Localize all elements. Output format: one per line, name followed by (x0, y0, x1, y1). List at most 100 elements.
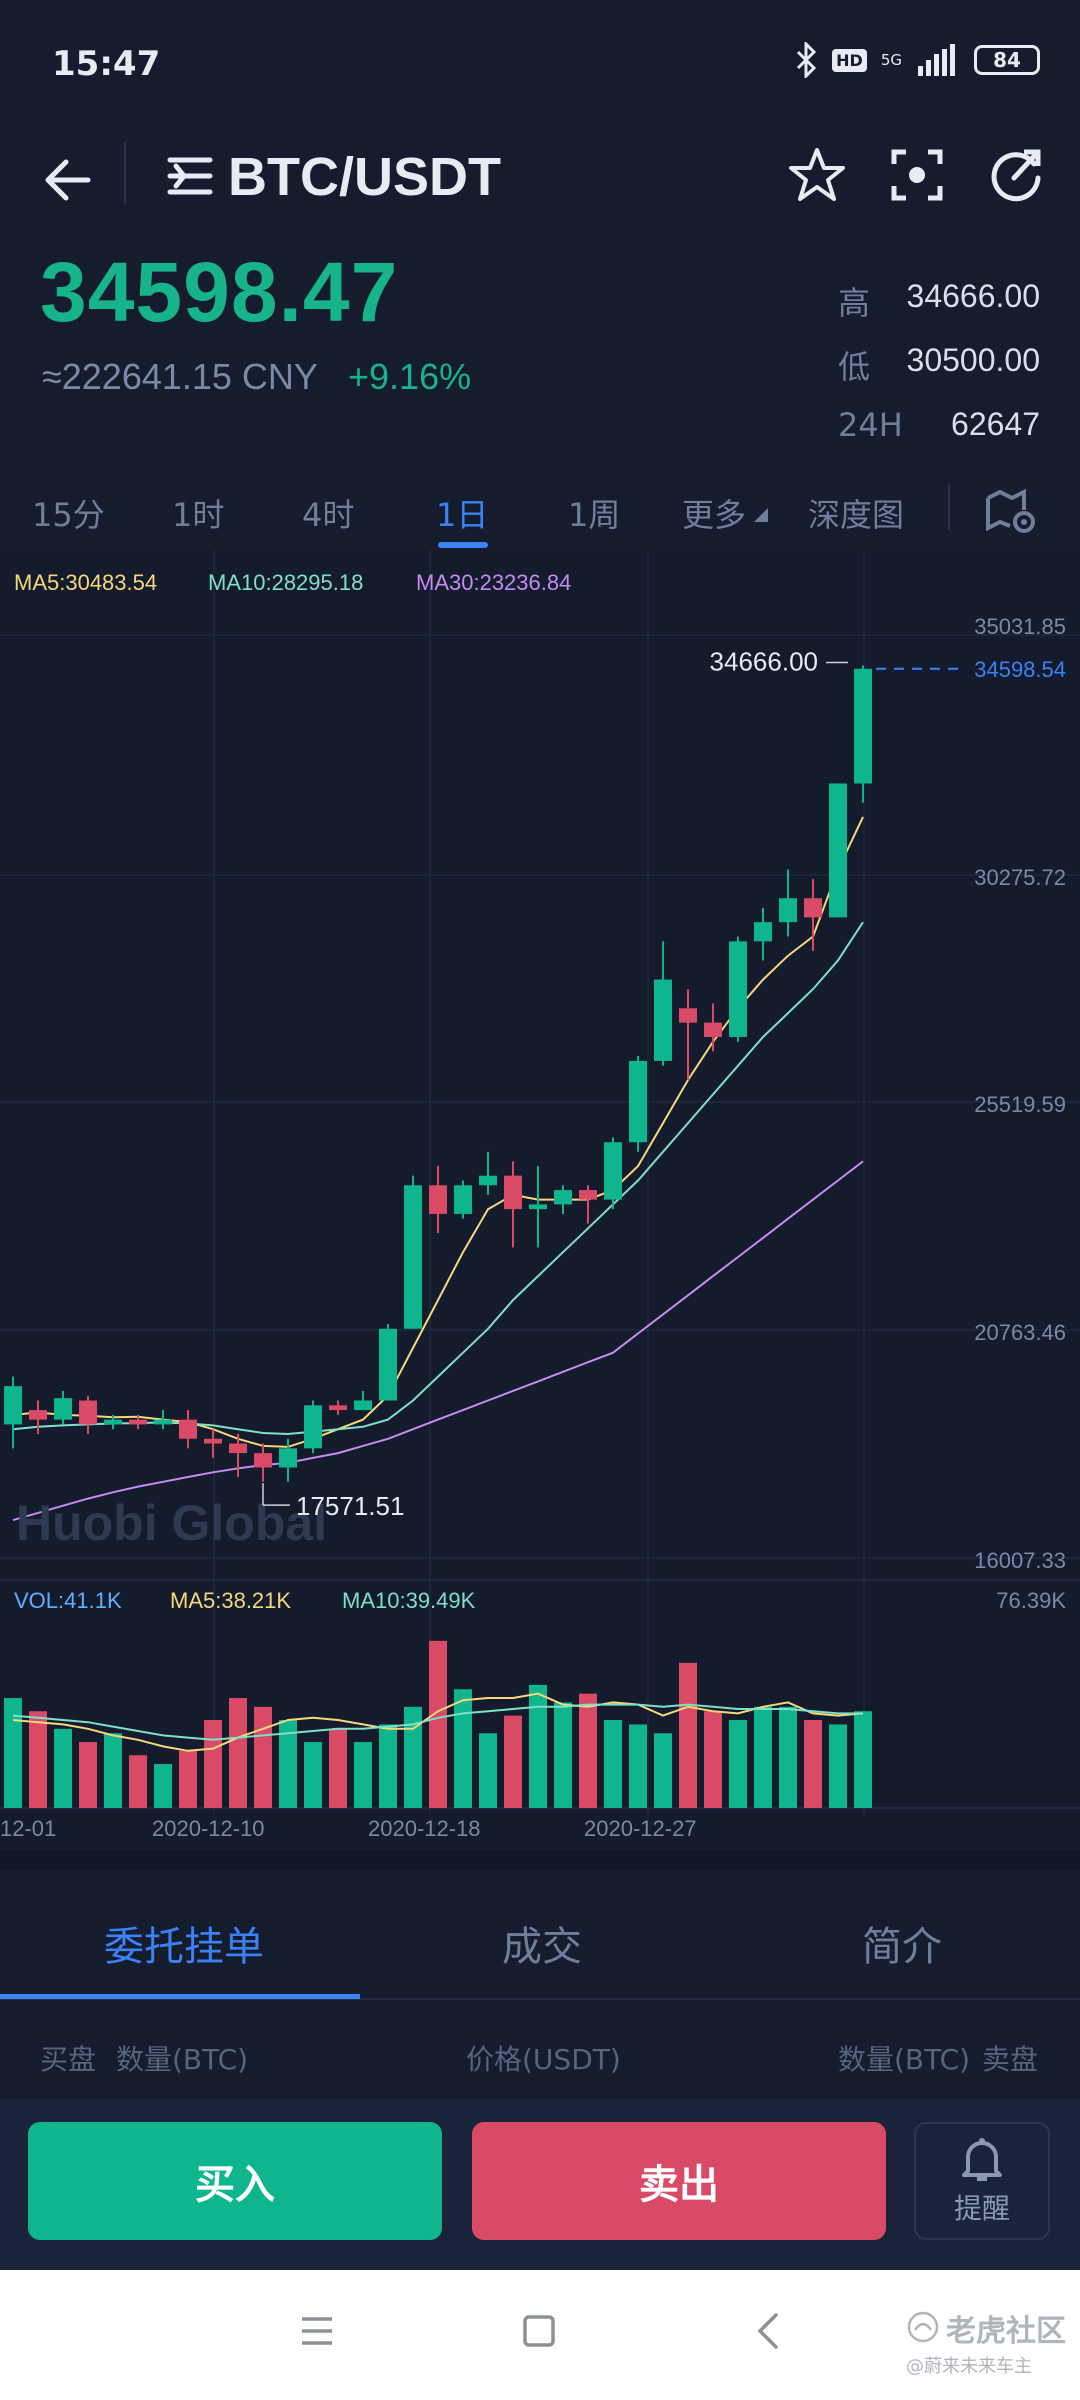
remind-label: 提醒 (953, 2192, 1010, 2225)
status-icons: HD 5G 84 (794, 40, 1040, 80)
low-value: 30500.00 (906, 342, 1040, 378)
candle-body (254, 1453, 272, 1468)
volume-bar (804, 1720, 822, 1808)
tab-depth[interactable]: 深度图 (808, 496, 905, 534)
tab-1w[interactable]: 1周 (568, 496, 621, 534)
volume-bar (704, 1711, 722, 1808)
volume-bar (454, 1689, 472, 1808)
tiger-logo-icon (907, 2311, 939, 2343)
volume-bar (4, 1698, 22, 1808)
volume-legend-item: MA10:39.49K (342, 1588, 476, 1613)
tab-trades[interactable]: 成交 (502, 1924, 582, 1970)
chart-divider (0, 1850, 1080, 1870)
qty-right-label: 数量(BTC) (838, 2043, 971, 2076)
candle-body (454, 1185, 472, 1214)
candle-body (204, 1438, 222, 1444)
star-icon[interactable] (782, 140, 852, 210)
menu-nav-icon[interactable] (300, 2316, 334, 2346)
remind-button[interactable]: 提醒 (914, 2122, 1050, 2240)
interval-tabs: 15分 1时 4时 1日 1周 更多 深度图 (0, 470, 1080, 550)
top-bar: BTC/USDT (0, 128, 1080, 238)
volume-bar (254, 1706, 272, 1808)
info-tab-indicator (0, 1994, 360, 1999)
buy-button[interactable]: 买入 (28, 2122, 442, 2240)
x-tick-label: 12-01 (0, 1816, 56, 1841)
volume-bar (379, 1724, 397, 1808)
chart-settings-icon[interactable] (986, 488, 1036, 534)
back-arrow-icon[interactable] (38, 150, 98, 210)
volume-bar (479, 1733, 497, 1808)
x-tick-label: 2020-12-27 (584, 1816, 697, 1841)
volume-bar (404, 1706, 422, 1808)
volume-bar (329, 1728, 347, 1808)
last-price-label: 34598.54 (974, 657, 1066, 682)
volume-ma-lines (12, 1692, 864, 1752)
volume-legend-item: VOL:41.1K (14, 1588, 122, 1613)
candle-body (404, 1185, 422, 1329)
tab-15m[interactable]: 15分 (32, 496, 105, 534)
active-tab-indicator (438, 542, 488, 548)
orderbook-header: 买盘 数量(BTC) 价格(USDT) 数量(BTC) 卖盘 (0, 2002, 1080, 2102)
price-change: +9.16% (348, 356, 472, 397)
back-nav-icon[interactable] (756, 2312, 780, 2350)
volume-bar (629, 1724, 647, 1808)
tab-4h[interactable]: 4时 (302, 496, 355, 534)
high-marker-label: 34666.00 (710, 646, 818, 676)
candle-body (829, 783, 847, 918)
low-label: 低 (838, 348, 871, 386)
candle-body (579, 1190, 597, 1200)
candle-body (529, 1204, 547, 1210)
bluetooth-icon (797, 42, 817, 78)
share-icon[interactable] (980, 140, 1050, 210)
header-divider (124, 142, 126, 204)
y-tick-label: 25519.59 (974, 1092, 1066, 1117)
volume-bar (279, 1720, 297, 1808)
battery-icon: 84 (974, 45, 1040, 75)
candle-body (329, 1405, 347, 1411)
tab-more[interactable]: 更多 (682, 496, 747, 534)
tab-1d[interactable]: 1日 (436, 496, 489, 534)
candle-body (304, 1405, 322, 1449)
y-tick-label: 16007.33 (974, 1548, 1066, 1573)
y-tick-label: 35031.85 (974, 614, 1066, 639)
network-badge: 5G (880, 50, 902, 69)
volume-bar (179, 1750, 197, 1808)
volume-bar (354, 1742, 372, 1808)
ma-legend-item: MA30:23236.84 (416, 570, 571, 595)
kline-chart[interactable]: Huobi Global MA5:30483.54 MA10:28295.18 MA… (0, 550, 1080, 1850)
candle-body (629, 1060, 647, 1143)
candle-body (804, 898, 822, 918)
pair-title[interactable]: BTC/USDT (228, 147, 501, 207)
candle-body (754, 922, 772, 942)
volume-bar (54, 1728, 72, 1808)
high-value: 34666.00 (906, 278, 1040, 314)
volume-bar (79, 1742, 97, 1808)
system-nav-bar: 老虎社区 @蔚来未来车主 (0, 2270, 1080, 2400)
sell-button[interactable]: 卖出 (472, 2122, 886, 2240)
volume-bar (304, 1742, 322, 1808)
volume-max-label: 76.39K (996, 1588, 1066, 1613)
volume-legend-item: MA5:38.21K (170, 1588, 291, 1613)
tab-intro[interactable]: 简介 (862, 1924, 942, 1970)
screenshot-icon[interactable] (882, 140, 952, 210)
candle-body (354, 1400, 372, 1411)
low-marker-label: 17571.51 (296, 1491, 404, 1521)
home-nav-icon[interactable] (522, 2314, 556, 2348)
candle-body (229, 1443, 247, 1454)
volume-bar (29, 1711, 47, 1808)
tab-orders[interactable]: 委托挂单 (104, 1924, 264, 1970)
candle-body (279, 1448, 297, 1468)
trade-action-bar: 买入 卖出 提醒 (0, 2098, 1080, 2270)
volume-bar (529, 1684, 547, 1808)
price-label: 价格(USDT) (466, 2043, 621, 2076)
price-cny: ≈222641.15 CNY (42, 356, 318, 397)
volume-bar (654, 1733, 672, 1808)
dropdown-triangle-icon (754, 508, 768, 522)
tab-1h[interactable]: 1时 (172, 496, 225, 534)
candle-body (704, 1022, 722, 1037)
pair-menu-icon[interactable] (166, 152, 214, 200)
volume-bar (779, 1706, 797, 1808)
exchange-watermark: Huobi Global (16, 1495, 327, 1551)
candle-body (679, 1008, 697, 1023)
high-label: 高 (838, 284, 871, 322)
